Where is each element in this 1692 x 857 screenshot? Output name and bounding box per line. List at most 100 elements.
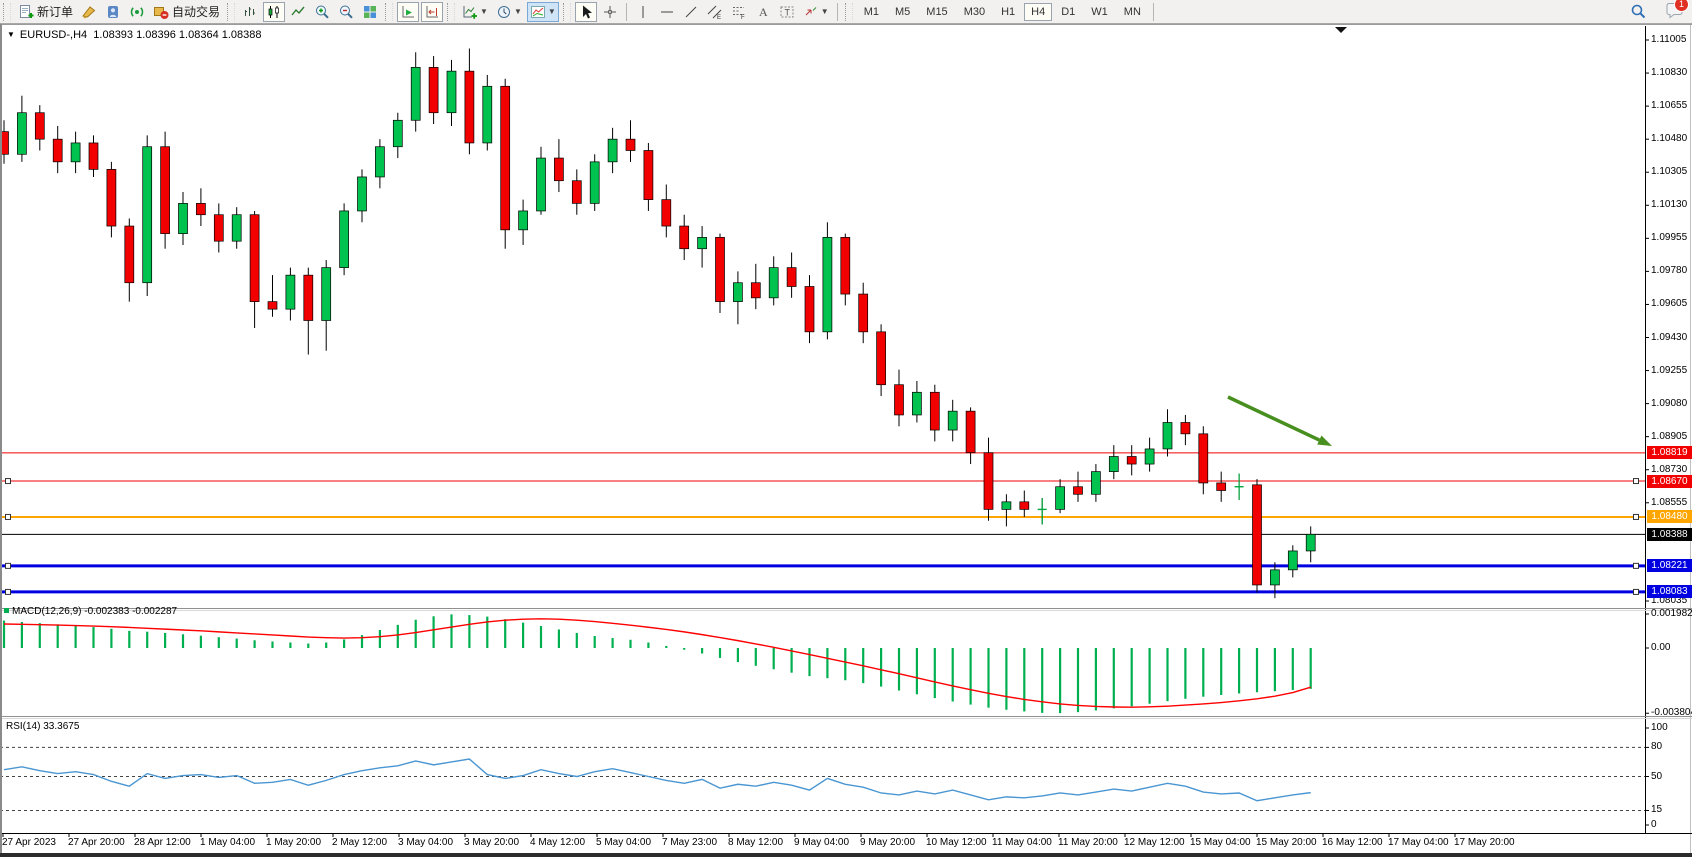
toolbar-grip	[385, 2, 394, 21]
new-order-button[interactable]: 新订单	[15, 2, 76, 22]
templates-button[interactable]: ▼	[526, 1, 559, 22]
trendline-button[interactable]	[680, 2, 702, 22]
timeframe-m5[interactable]: M5	[895, 5, 911, 18]
candle-body	[1144, 448, 1155, 465]
text-button[interactable]: A	[752, 2, 774, 22]
candle-body	[446, 70, 457, 114]
toolbar-grip	[447, 2, 456, 21]
auto-scroll-icon	[400, 4, 416, 20]
indicators-button[interactable]: ▼	[459, 2, 491, 22]
candle-body	[1073, 486, 1083, 495]
candle-body	[88, 142, 99, 170]
candle-body	[428, 67, 439, 114]
candle-body	[733, 282, 743, 302]
chart-shift-marker	[1335, 27, 1347, 33]
zoom-out-button[interactable]	[335, 2, 357, 22]
candle-body	[536, 157, 546, 212]
toolbar-grip	[3, 2, 11, 21]
auto-trading-label: 自动交易	[172, 5, 221, 19]
candle-body	[1091, 471, 1101, 495]
timeframe-h4[interactable]: H4	[1024, 2, 1053, 21]
chart-shift-icon	[424, 4, 440, 20]
candle-body	[804, 286, 815, 333]
candle-body	[285, 274, 296, 310]
timeframe-m30[interactable]: M30	[963, 5, 986, 18]
chart-collapse-icon[interactable]: ▼	[7, 30, 15, 39]
candle-body	[1162, 422, 1173, 450]
toolbar-right: 1	[1626, 0, 1689, 22]
channel-button[interactable]: E	[704, 2, 726, 22]
toolbar-grip	[562, 2, 571, 21]
candle-body	[375, 146, 385, 178]
candle-body	[589, 161, 600, 204]
zoom-in-button[interactable]	[311, 2, 333, 22]
candle-body	[858, 293, 869, 333]
candlestick-icon	[266, 4, 282, 20]
cursor-icon	[578, 4, 594, 20]
chart-shift-button[interactable]	[421, 1, 444, 22]
toolbar-grip	[227, 2, 236, 21]
new-order-label: 新订单	[37, 5, 74, 19]
candle-body	[124, 225, 135, 284]
candlestick-chart-button[interactable]	[263, 1, 286, 22]
timeframe-mn[interactable]: MN	[1123, 5, 1141, 18]
text-label-button[interactable]: T	[776, 2, 798, 22]
search-button[interactable]	[1627, 2, 1650, 22]
macd-indicator-label: MACD(12,26,9) -0.002383 -0.002287	[4, 606, 177, 617]
chevron-down-icon: ▼	[513, 7, 522, 16]
timeframe-h1[interactable]: H1	[1001, 5, 1016, 18]
candle-body	[160, 146, 170, 234]
candle-body	[750, 282, 761, 299]
candle-body	[196, 203, 206, 216]
person-icon	[105, 4, 121, 20]
cursor-button[interactable]	[574, 1, 597, 22]
periods-button[interactable]: ▼	[493, 2, 525, 22]
crosshair-icon	[602, 4, 618, 20]
chart-header: ▼ EURUSD-,H4 1.08393 1.08396 1.08364 1.08…	[7, 29, 262, 41]
candle-body	[1270, 569, 1280, 586]
tile-windows-icon	[362, 4, 378, 20]
community-button[interactable]	[102, 2, 124, 22]
bar-chart-button[interactable]	[239, 2, 261, 22]
fibonacci-icon: F	[731, 4, 747, 20]
candle-body	[482, 85, 493, 144]
tile-windows-button[interactable]	[359, 2, 381, 22]
signals-button[interactable]	[126, 2, 148, 22]
timeframe-m15[interactable]: M15	[926, 5, 948, 18]
notifications-button[interactable]: 1	[1665, 0, 1689, 22]
candle-body	[213, 214, 224, 242]
candle-body	[1287, 550, 1298, 571]
arrows-button[interactable]: ▼	[800, 2, 832, 22]
candle-body	[643, 150, 654, 200]
template-chart-icon	[530, 4, 546, 20]
candle-body	[1198, 433, 1209, 484]
trendline-icon	[683, 4, 699, 20]
timeframe-group: M1 M5 M15 M30 H1 H4 D1 W1 MN	[856, 2, 1149, 21]
styles-button[interactable]	[78, 2, 100, 22]
text-icon: A	[755, 4, 771, 20]
vertical-line-button[interactable]	[632, 2, 654, 22]
candle-body	[625, 138, 636, 151]
auto-trading-button[interactable]: 自动交易	[150, 2, 223, 22]
candle-body	[822, 237, 833, 333]
svg-text:E: E	[717, 15, 721, 20]
auto-trading-icon	[153, 4, 169, 20]
timeframe-w1[interactable]: W1	[1091, 5, 1108, 18]
candle-body	[357, 176, 367, 212]
auto-scroll-button[interactable]	[397, 1, 420, 22]
timeframe-d1[interactable]: D1	[1061, 5, 1076, 18]
horizontal-line-button[interactable]	[656, 2, 678, 22]
fibonacci-button[interactable]: F	[728, 2, 750, 22]
candle-body	[912, 391, 922, 416]
crosshair-button[interactable]	[599, 2, 621, 22]
line-chart-button[interactable]	[287, 2, 309, 22]
candle-body	[1216, 482, 1227, 491]
candle-body	[392, 119, 403, 148]
candle-body	[876, 331, 886, 386]
svg-text:F: F	[741, 15, 745, 20]
candle-body	[1180, 422, 1191, 435]
search-icon	[1630, 3, 1647, 20]
chevron-down-icon: ▼	[820, 7, 829, 16]
timeframe-m1[interactable]: M1	[863, 5, 879, 18]
